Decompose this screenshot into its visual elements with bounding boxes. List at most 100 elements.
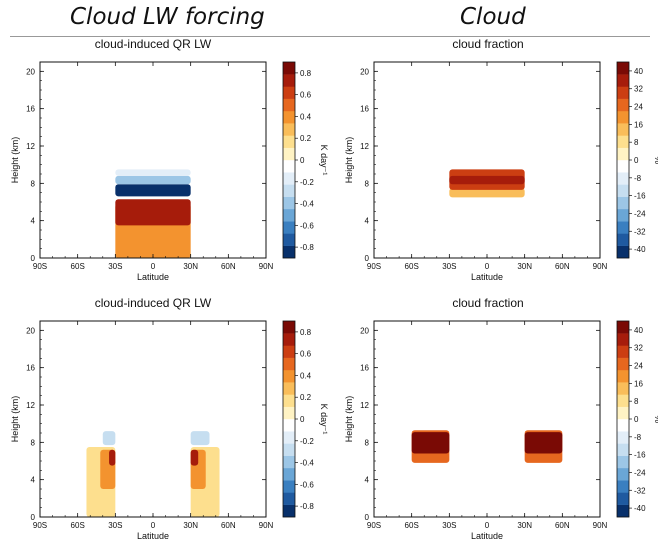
- x-tick-label: 60S: [405, 521, 419, 530]
- colorbar-tick-label: 0.2: [300, 134, 312, 143]
- colorbar-swatch: [283, 209, 295, 222]
- data-region: [411, 432, 450, 454]
- x-tick-label: 90N: [259, 262, 274, 271]
- panel-3: cloud-induced QR LW 90S 60S 30S 0 30N 60N 90N 0 4…: [10, 296, 329, 541]
- colorbar-swatch: [283, 357, 295, 371]
- colorbar-swatch: [283, 160, 295, 173]
- colorbar-swatch: [283, 321, 295, 334]
- colorbar-swatch: [617, 468, 629, 481]
- y-tick-label: 16: [26, 105, 35, 114]
- panel-title: cloud fraction: [452, 37, 523, 51]
- colorbar-swatch: [283, 370, 295, 383]
- x-tick-label: 0: [151, 521, 156, 530]
- colorbar-tick-label: -32: [634, 486, 646, 495]
- colorbar-swatch: [283, 345, 295, 358]
- colorbar-tick-label: -0.2: [300, 178, 314, 187]
- colorbar-tick-label: -0.6: [300, 480, 314, 489]
- colorbar-tick-label: 0: [300, 415, 305, 424]
- x-tick-label: 90S: [33, 521, 47, 530]
- colorbar-label: K day⁻¹: [319, 404, 329, 435]
- colorbar-swatch: [617, 382, 629, 395]
- plot-area: [374, 321, 600, 517]
- x-axis-label: Latitude: [471, 272, 503, 282]
- colorbar-swatch: [283, 233, 295, 246]
- y-tick-label: 8: [365, 179, 370, 188]
- colorbar-tick-label: 32: [634, 344, 643, 353]
- colorbar-tick-label: -40: [634, 504, 646, 513]
- colorbar-swatch: [617, 135, 629, 148]
- y-axis-label: Height (km): [10, 396, 20, 443]
- colorbar-swatch: [617, 62, 629, 75]
- header-divider: [10, 36, 650, 37]
- x-tick-label: 30N: [183, 521, 198, 530]
- x-tick-label: 60S: [405, 262, 419, 271]
- x-tick-label: 0: [485, 521, 490, 530]
- colorbar-swatch: [283, 245, 295, 259]
- panel-1: cloud-induced QR LW 90S 60S 30S 0 30N 60N 90N 0 4…: [10, 37, 329, 282]
- colorbar-swatch: [617, 209, 629, 222]
- colorbar-tick-label: -40: [634, 245, 646, 254]
- data-region: [115, 199, 191, 226]
- colorbar-tick-label: 8: [634, 138, 639, 147]
- colorbar-swatch: [617, 480, 629, 493]
- x-tick-label: 60N: [221, 262, 236, 271]
- data-region: [115, 175, 191, 185]
- colorbar-swatch: [283, 221, 295, 234]
- colorbar-tick-label: -32: [634, 227, 646, 236]
- panel-2: cloud fraction 90S 60S 30S 0 30N 60N 90N 0 4 8 12 16…: [344, 37, 658, 282]
- data-region: [449, 188, 525, 198]
- colorbar-swatch: [283, 333, 295, 346]
- colorbar-swatch: [617, 321, 629, 334]
- plot-area: [374, 62, 600, 258]
- x-tick-label: 30N: [517, 521, 532, 530]
- x-tick-label: 90S: [367, 521, 381, 530]
- colorbar-tick-label: 0.4: [300, 112, 312, 121]
- colorbar-tick-label: 0.6: [300, 350, 312, 359]
- column-header-left: Cloud LW forcing: [70, 4, 265, 30]
- y-tick-label: 12: [26, 142, 35, 151]
- colorbar-swatch: [617, 504, 629, 518]
- column-header-right: Cloud: [460, 4, 526, 30]
- colorbar-swatch: [283, 455, 295, 469]
- y-tick-label: 8: [31, 438, 36, 447]
- x-tick-label: 60S: [71, 262, 85, 271]
- colorbar-tick-label: 16: [634, 379, 643, 388]
- colorbar-swatch: [617, 221, 629, 234]
- colorbar-tick-label: -0.8: [300, 502, 314, 511]
- colorbar-swatch: [283, 111, 295, 124]
- colorbar-swatch: [617, 74, 629, 87]
- panel-title: cloud-induced QR LW: [95, 296, 212, 310]
- y-tick-label: 20: [360, 326, 369, 335]
- colorbar: -40 -32 -24 -16 -8 0 8 16 24 32 40%: [616, 61, 658, 259]
- colorbar-tick-label: -0.2: [300, 437, 314, 446]
- x-axis-label: Latitude: [471, 531, 503, 541]
- data-region: [190, 449, 199, 466]
- y-tick-label: 0: [31, 513, 36, 522]
- colorbar-tick-label: -8: [634, 433, 642, 442]
- colorbar-swatch: [617, 245, 629, 259]
- x-tick-label: 30N: [183, 262, 198, 271]
- y-axis-label: Height (km): [344, 396, 354, 443]
- y-tick-label: 0: [365, 254, 370, 263]
- colorbar-swatch: [617, 147, 629, 161]
- y-tick-label: 8: [365, 438, 370, 447]
- colorbar-swatch: [283, 123, 295, 136]
- colorbar-swatch: [617, 123, 629, 136]
- colorbar-swatch: [617, 160, 629, 173]
- colorbar-tick-label: 0: [634, 156, 639, 165]
- x-tick-label: 30S: [108, 521, 122, 530]
- x-tick-label: 0: [485, 262, 490, 271]
- colorbar-swatch: [617, 357, 629, 371]
- colorbar-swatch: [283, 135, 295, 148]
- colorbar-swatch: [283, 172, 295, 185]
- data-region: [102, 431, 116, 446]
- colorbar: -0.8 -0.6 -0.4 -0.2 0 0.2 0.4 0.6 0.8 K day⁻¹: [282, 61, 329, 259]
- y-tick-label: 12: [360, 401, 369, 410]
- data-region: [115, 169, 191, 176]
- x-axis-label: Latitude: [137, 272, 169, 282]
- colorbar-tick-label: 0.6: [300, 91, 312, 100]
- colorbar-tick-label: 0.4: [300, 371, 312, 380]
- data-region: [524, 432, 563, 454]
- colorbar-tick-label: 0.8: [300, 328, 312, 337]
- colorbar-tick-label: 0: [634, 415, 639, 424]
